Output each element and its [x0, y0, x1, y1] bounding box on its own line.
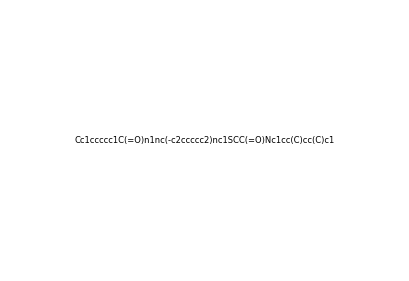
Text: Cc1ccccc1C(=O)n1nc(-c2ccccc2)nc1SCC(=O)Nc1cc(C)cc(C)c1: Cc1ccccc1C(=O)n1nc(-c2ccccc2)nc1SCC(=O)N… [74, 136, 335, 145]
